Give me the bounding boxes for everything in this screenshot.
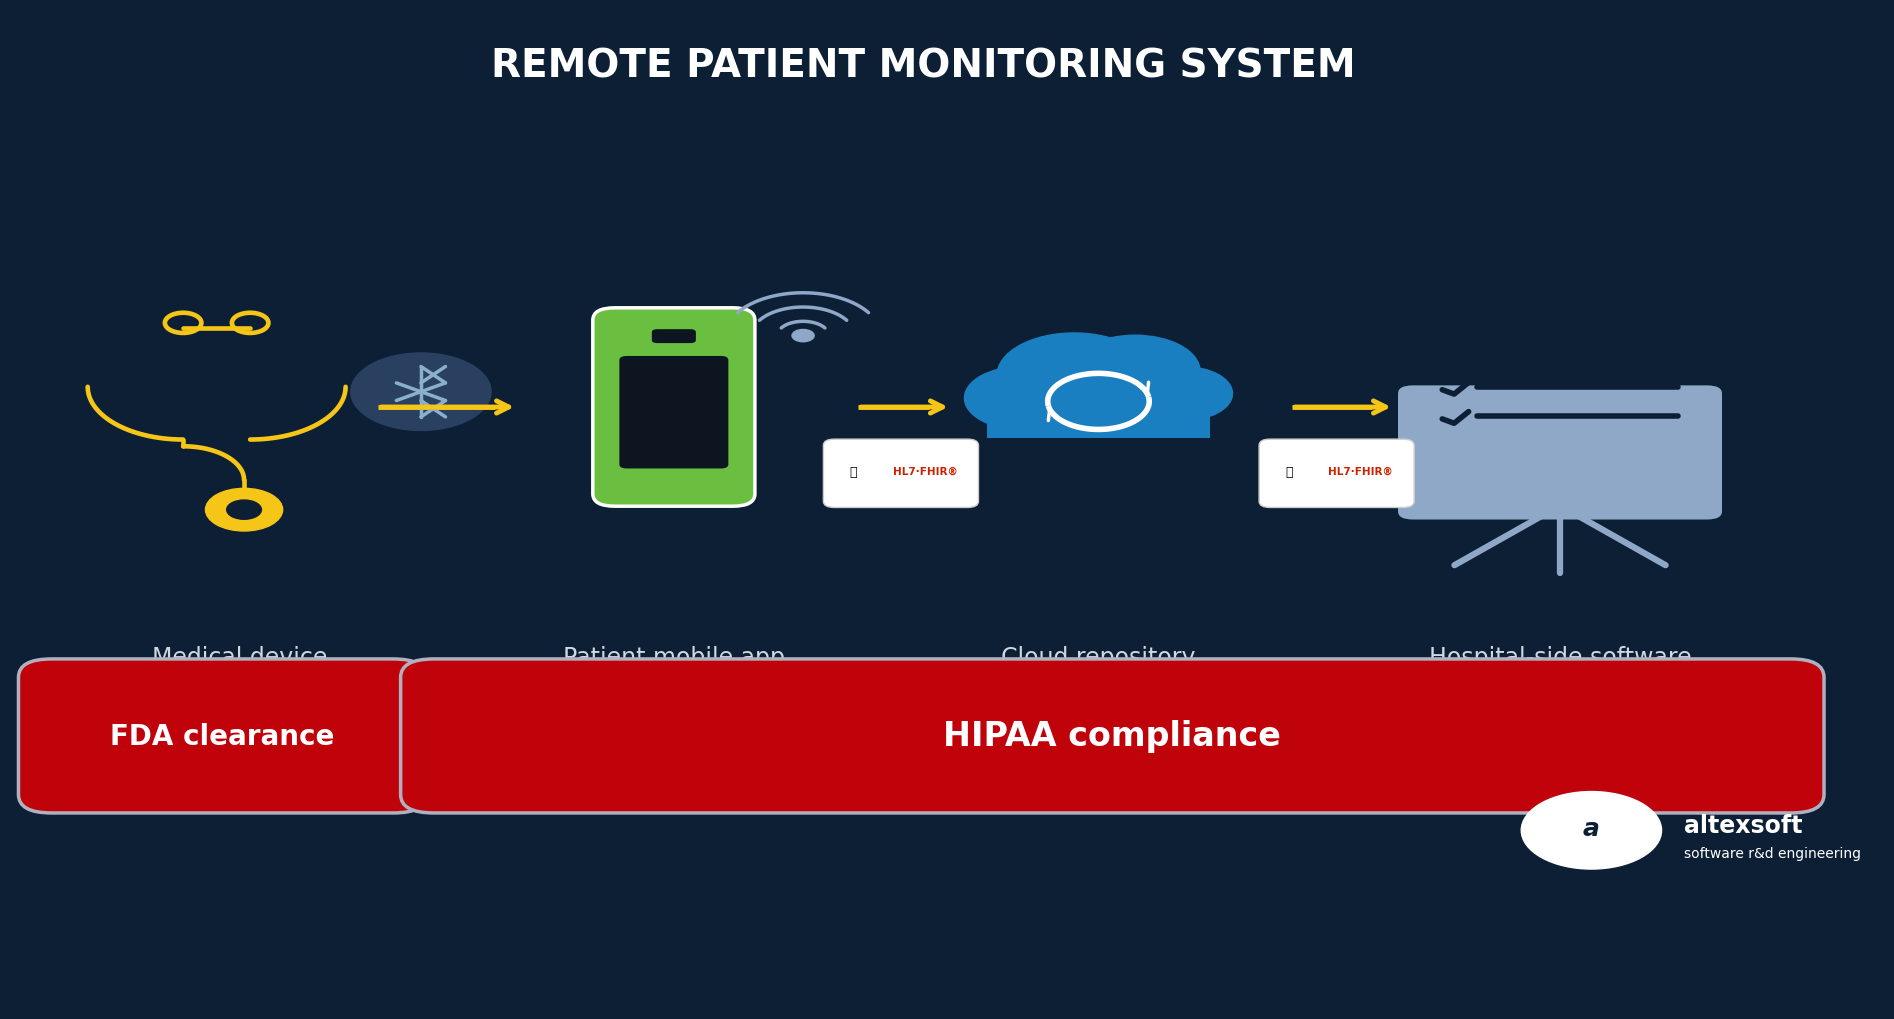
Text: HL7·FHIR®: HL7·FHIR® [1328,466,1392,476]
FancyBboxPatch shape [652,330,695,343]
Circle shape [1135,367,1233,421]
Text: 🔥: 🔥 [849,466,856,478]
Text: Cloud repository: Cloud repository [1002,645,1195,669]
Text: Medical device: Medical device [152,645,328,669]
Text: 🔥: 🔥 [1284,466,1292,478]
Text: HL7·FHIR®: HL7·FHIR® [892,466,956,476]
Circle shape [964,367,1078,430]
Text: FDA clearance: FDA clearance [110,722,335,750]
Text: Patient mobile app: Patient mobile app [563,645,784,669]
FancyBboxPatch shape [19,659,426,813]
Circle shape [792,330,814,342]
Circle shape [1521,792,1661,869]
Circle shape [350,354,491,431]
FancyBboxPatch shape [1398,386,1722,520]
FancyBboxPatch shape [824,440,979,507]
FancyBboxPatch shape [619,357,729,469]
Text: HIPAA compliance: HIPAA compliance [943,719,1280,753]
Text: altexsoft: altexsoft [1684,813,1803,838]
Text: Hospital-side software: Hospital-side software [1428,645,1691,669]
Circle shape [227,500,261,520]
FancyBboxPatch shape [402,659,1824,813]
Circle shape [1070,336,1201,408]
Circle shape [996,333,1152,419]
Bar [1413,394,1706,406]
FancyBboxPatch shape [593,309,756,506]
Text: REMOTE PATIENT MONITORING SYSTEM: REMOTE PATIENT MONITORING SYSTEM [491,47,1356,86]
Circle shape [205,489,282,532]
Bar [1551,387,1568,394]
FancyBboxPatch shape [1260,440,1415,507]
Bar [987,392,1210,439]
Text: software r&d engineering: software r&d engineering [1684,846,1860,860]
Text: a: a [1583,816,1600,841]
